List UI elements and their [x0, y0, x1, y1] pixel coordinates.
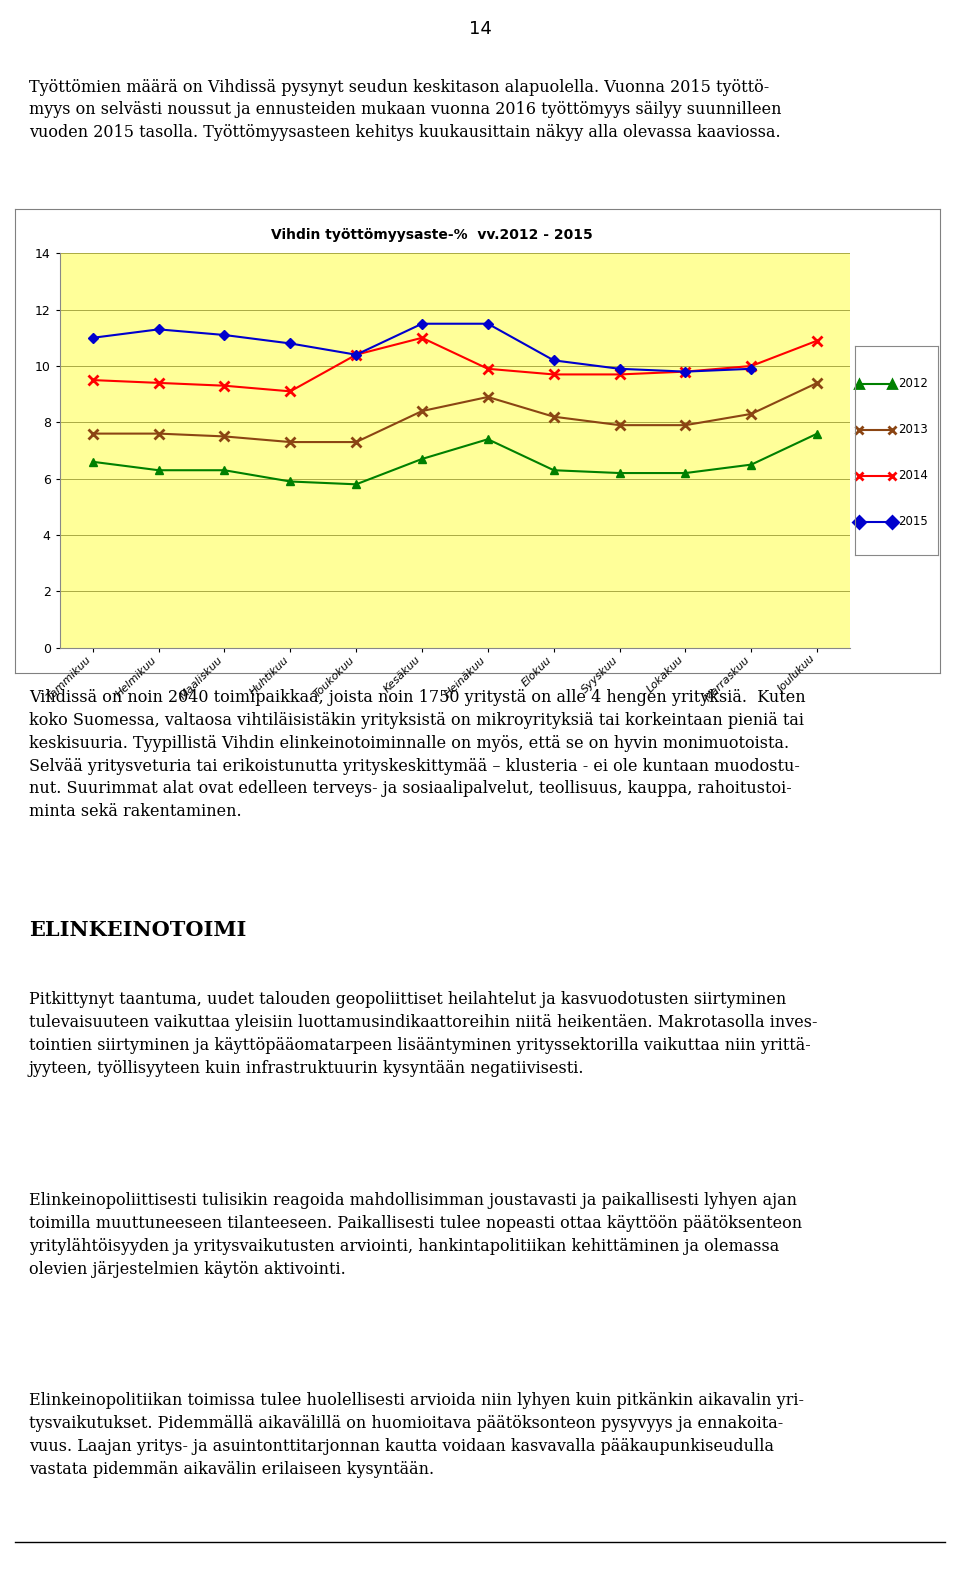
- Text: 2013: 2013: [898, 423, 927, 436]
- 2013: [350, 433, 362, 451]
- 2014: [417, 329, 428, 348]
- 2012: [417, 450, 428, 469]
- 2013: [680, 415, 691, 434]
- Text: Vihdin työttömyysaste-%  vv.2012 - 2015: Vihdin työttömyysaste-% vv.2012 - 2015: [271, 228, 592, 242]
- 2012: [153, 461, 164, 480]
- 2013: [87, 425, 99, 444]
- Text: Vihdissä on noin 2040 toimipaikkaa, joista noin 1750 yritystä on alle 4 hengen y: Vihdissä on noin 2040 toimipaikkaa, jois…: [29, 689, 805, 820]
- 2015: [613, 359, 625, 378]
- 2015: [87, 329, 99, 348]
- 2015: [284, 333, 296, 352]
- 2013: [482, 387, 493, 406]
- Text: 2012: 2012: [898, 378, 928, 390]
- 2013: [417, 401, 428, 420]
- 2015: [219, 326, 230, 344]
- 2014: [350, 346, 362, 365]
- 2014: [153, 373, 164, 392]
- 2013: [153, 425, 164, 444]
- 2015: [746, 359, 757, 378]
- 2012: [548, 461, 560, 480]
- 2014: [811, 332, 823, 351]
- Text: Pitkittynyt taantuma, uudet talouden geopoliittiset heilahtelut ja kasvuodotuste: Pitkittynyt taantuma, uudet talouden geo…: [29, 991, 817, 1076]
- 2012: [87, 453, 99, 472]
- 2012: [482, 429, 493, 448]
- Text: Työttömien määrä on Vihdissä pysynyt seudun keskitason alapuolella. Vuonna 2015 : Työttömien määrä on Vihdissä pysynyt seu…: [29, 79, 781, 142]
- Text: Elinkeinopoliittisesti tulisikin reagoida mahdollisimman joustavasti ja paikalli: Elinkeinopoliittisesti tulisikin reagoid…: [29, 1192, 802, 1277]
- 2013: [284, 433, 296, 451]
- 2014: [746, 357, 757, 376]
- 2013: [219, 426, 230, 445]
- 2014: [613, 365, 625, 384]
- Text: Elinkeinopolitiikan toimissa tulee huolellisesti arvioida niin lyhyen kuin pitkä: Elinkeinopolitiikan toimissa tulee huole…: [29, 1392, 804, 1477]
- 2014: [548, 365, 560, 384]
- 2012: [219, 461, 230, 480]
- Line: 2012: 2012: [88, 429, 822, 489]
- 2014: [680, 362, 691, 381]
- 2012: [350, 475, 362, 494]
- 2015: [350, 346, 362, 365]
- 2015: [680, 362, 691, 381]
- 2014: [482, 359, 493, 378]
- 2013: [613, 415, 625, 434]
- Text: 2015: 2015: [898, 514, 927, 529]
- 2014: [87, 371, 99, 390]
- 2012: [811, 425, 823, 444]
- Text: 14: 14: [468, 20, 492, 38]
- 2014: [284, 382, 296, 401]
- 2013: [548, 407, 560, 426]
- 2012: [284, 472, 296, 491]
- 2012: [613, 464, 625, 483]
- 2015: [153, 319, 164, 338]
- Text: 2014: 2014: [898, 469, 928, 481]
- Text: ELINKEINOTOIMI: ELINKEINOTOIMI: [29, 920, 246, 941]
- Line: 2015: 2015: [89, 321, 755, 374]
- 2013: [746, 404, 757, 423]
- 2014: [219, 376, 230, 395]
- 2012: [680, 464, 691, 483]
- Line: 2013: 2013: [87, 378, 822, 447]
- 2015: [548, 351, 560, 370]
- 2013: [811, 373, 823, 392]
- Line: 2014: 2014: [87, 333, 822, 396]
- 2012: [746, 455, 757, 473]
- 2015: [482, 315, 493, 333]
- 2015: [417, 315, 428, 333]
